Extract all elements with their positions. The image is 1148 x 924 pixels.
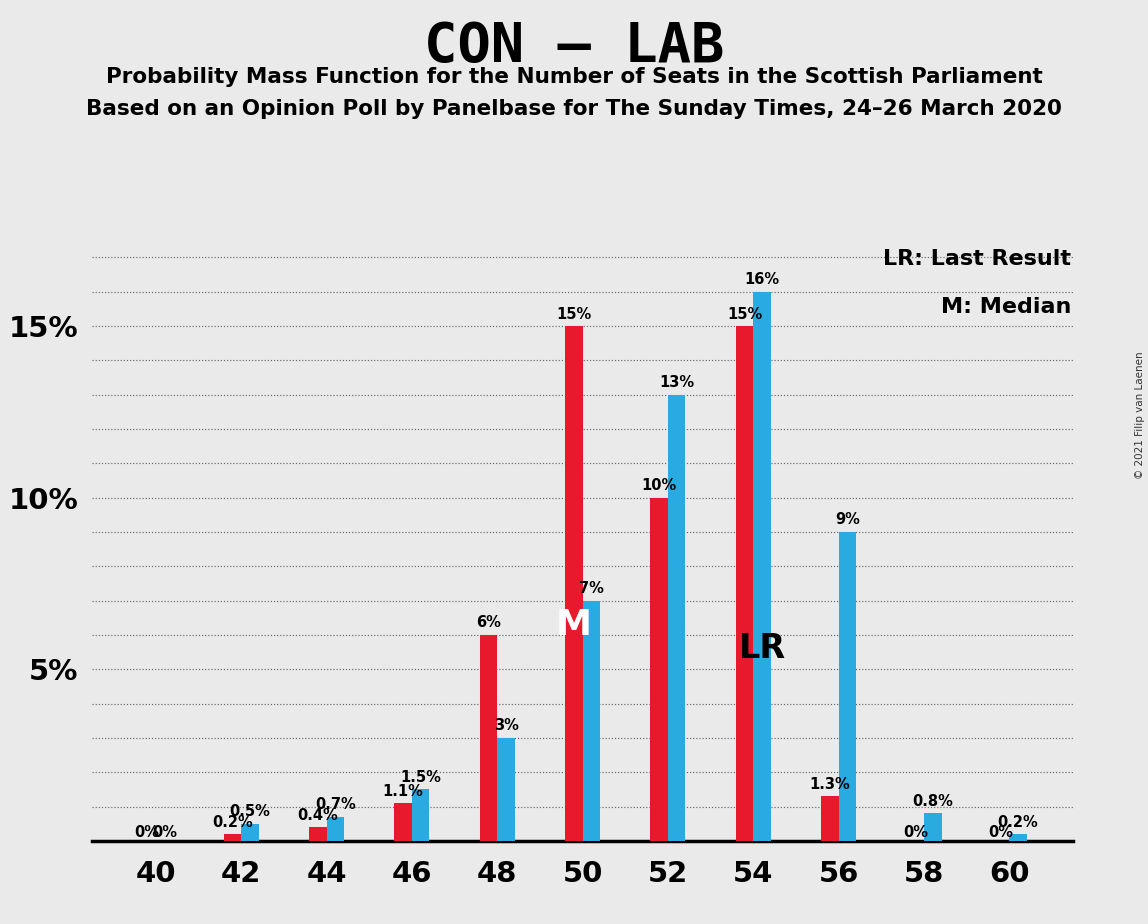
Text: LR: LR (738, 632, 785, 665)
Text: 6%: 6% (476, 615, 501, 630)
Bar (736, 326, 753, 841)
Bar (924, 813, 941, 841)
Text: 0%: 0% (902, 824, 928, 840)
Text: 0.7%: 0.7% (315, 797, 356, 812)
Text: 1.3%: 1.3% (809, 777, 851, 792)
Text: 0.2%: 0.2% (998, 815, 1039, 830)
Text: M: M (556, 608, 592, 641)
Text: 1.1%: 1.1% (382, 784, 424, 798)
Text: 0.8%: 0.8% (913, 794, 953, 808)
Bar (480, 635, 497, 841)
Bar (821, 796, 839, 841)
Bar (565, 326, 583, 841)
Text: 3%: 3% (494, 719, 519, 734)
Bar (241, 823, 258, 841)
Text: 13%: 13% (659, 375, 695, 390)
Text: 0%: 0% (134, 824, 160, 840)
Text: 9%: 9% (835, 513, 860, 528)
Text: 0.5%: 0.5% (230, 804, 271, 820)
Bar (497, 738, 514, 841)
Bar (668, 395, 685, 841)
Text: 0%: 0% (152, 824, 177, 840)
Text: 0%: 0% (988, 824, 1014, 840)
Text: 1.5%: 1.5% (401, 770, 441, 784)
Bar (651, 498, 668, 841)
Text: LR: Last Result: LR: Last Result (884, 249, 1071, 269)
Text: 16%: 16% (745, 273, 779, 287)
Bar (395, 803, 412, 841)
Text: 15%: 15% (727, 307, 762, 322)
Text: Based on an Opinion Poll by Panelbase for The Sunday Times, 24–26 March 2020: Based on an Opinion Poll by Panelbase fo… (86, 99, 1062, 119)
Bar (753, 292, 770, 841)
Text: 7%: 7% (579, 581, 604, 596)
Text: 10%: 10% (642, 479, 677, 493)
Bar (224, 834, 241, 841)
Text: 0.4%: 0.4% (297, 808, 339, 822)
Text: M: Median: M: Median (941, 298, 1071, 317)
Bar (839, 532, 856, 841)
Text: CON – LAB: CON – LAB (424, 20, 724, 73)
Bar (1009, 834, 1026, 841)
Bar (309, 827, 326, 841)
Text: 0.2%: 0.2% (212, 815, 253, 830)
Text: 15%: 15% (557, 307, 591, 322)
Bar (326, 817, 344, 841)
Bar (412, 789, 429, 841)
Text: © 2021 Filip van Laenen: © 2021 Filip van Laenen (1135, 351, 1145, 479)
Text: Probability Mass Function for the Number of Seats in the Scottish Parliament: Probability Mass Function for the Number… (106, 67, 1042, 87)
Bar (583, 601, 600, 841)
